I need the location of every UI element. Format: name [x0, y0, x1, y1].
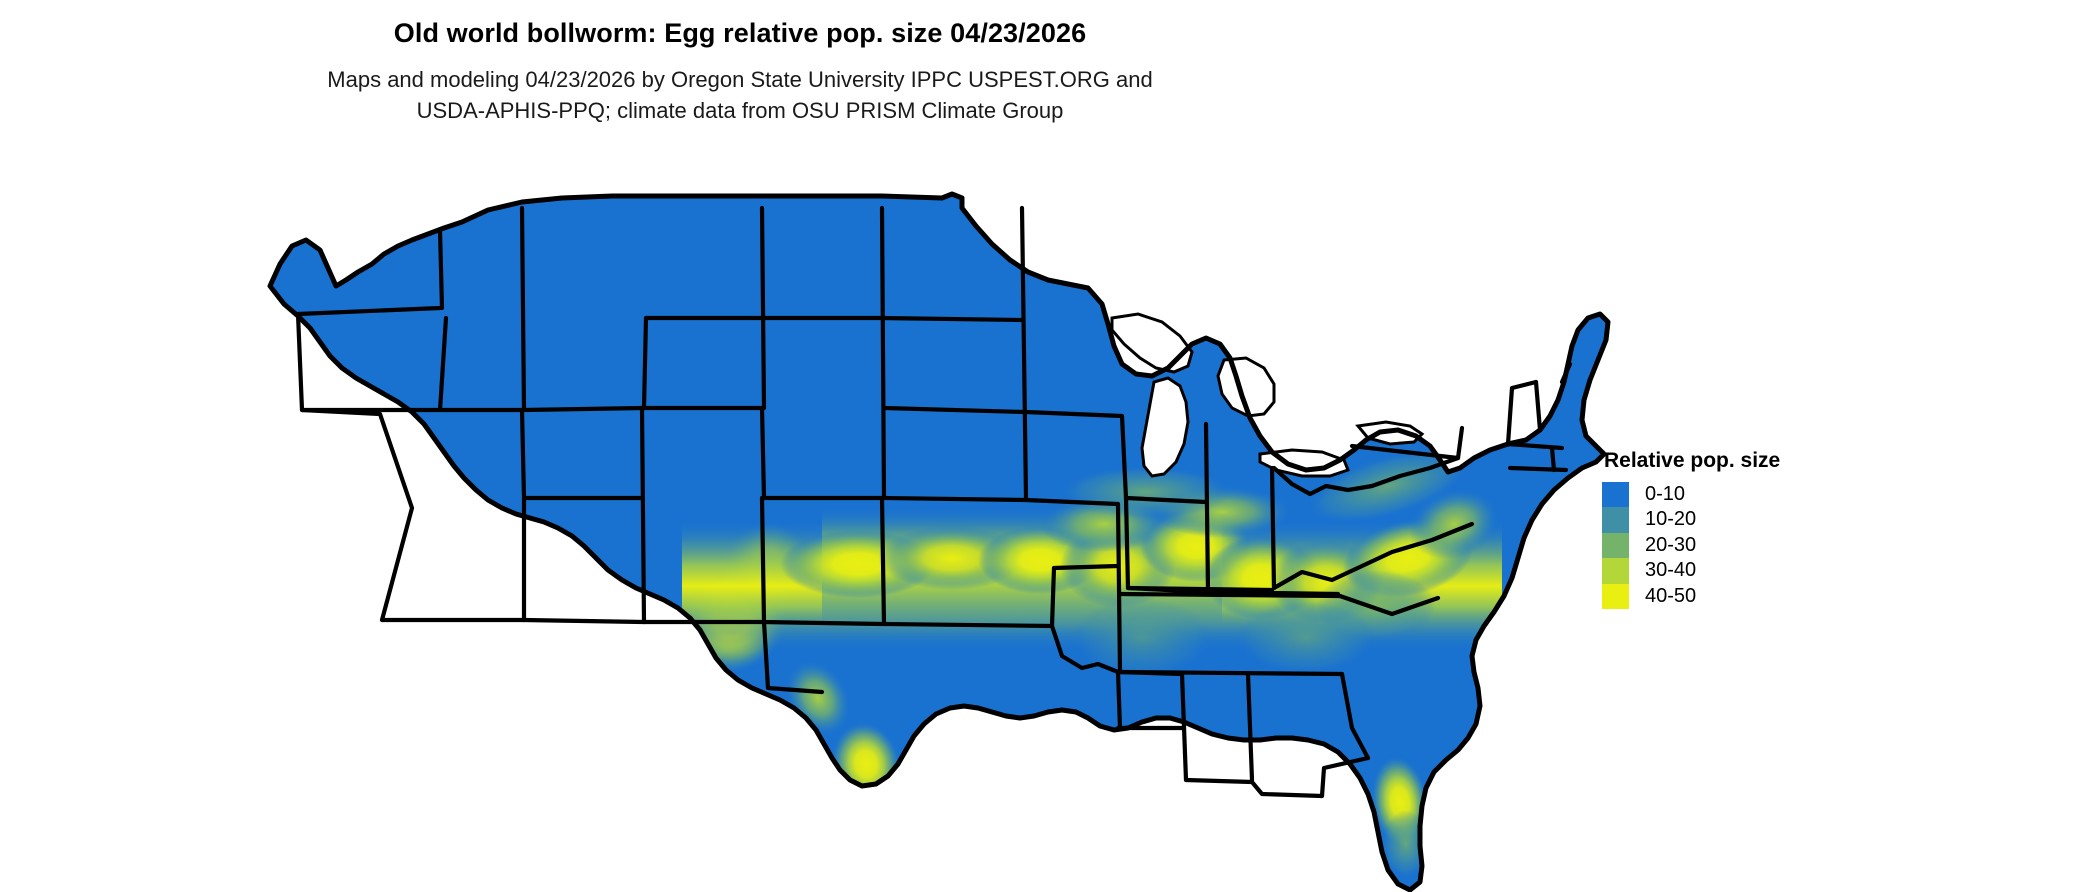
- border-in-oh: [1203, 421, 1211, 595]
- border-ut-wy: [521, 405, 647, 413]
- border-wa-id: [437, 227, 445, 311]
- border-ga-sc: [1339, 671, 1371, 761]
- border-ar-la: [1115, 669, 1123, 731]
- border-nd-sd: [879, 315, 1025, 323]
- border-ca-nv: [299, 407, 415, 623]
- border-fl-north: [1183, 777, 1325, 799]
- border-ks-ok: [881, 621, 1055, 629]
- legend-item-20-30[interactable]: 20-30: [1602, 532, 1932, 559]
- legend-items: 0-10 10-20 20-30 30-40 40-50: [1602, 482, 1932, 609]
- legend-label: 20-30: [1645, 533, 1697, 556]
- page-subtitle: Maps and modeling 04/23/2026 by Oregon S…: [0, 64, 1480, 126]
- border-id-wy: [641, 315, 649, 411]
- title-block: Old world bollworm: Egg relative pop. si…: [0, 0, 1480, 126]
- lake-superior-icon: [1110, 312, 1194, 374]
- hotzone-arizona: [420, 593, 604, 683]
- border-oh-wv: [1269, 465, 1277, 591]
- border-al-ga: [1245, 671, 1255, 783]
- border-wa-or: [295, 305, 443, 317]
- hotzone-california-central-valley: [307, 404, 401, 592]
- border-ar-mo-ms: [1115, 501, 1123, 675]
- border-or-coast: [295, 311, 305, 413]
- border-pa-md-va: [1271, 455, 1461, 497]
- lake-huron-icon: [1216, 356, 1276, 418]
- hotzone-gulf-transition: [1072, 598, 1212, 678]
- legend-swatch-icon: [1602, 558, 1629, 584]
- border-ky-tn: [1205, 589, 1341, 597]
- legend-label: 0-10: [1645, 483, 1686, 505]
- hotzone-mojave: [380, 547, 572, 621]
- border-ut-co-nm-az: [639, 405, 647, 625]
- border-tn-south: [1117, 669, 1345, 677]
- border-va-nc: [1271, 521, 1475, 591]
- border-ny-vt: [1505, 379, 1539, 447]
- border-nd-sd-ne: [879, 205, 887, 501]
- legend-item-10-20[interactable]: 10-20: [1602, 507, 1932, 533]
- legend-swatch-icon: [1602, 583, 1629, 609]
- legend-label: 10-20: [1645, 508, 1697, 531]
- border-az-nm: [521, 617, 647, 625]
- border-ny-pa: [1455, 425, 1465, 461]
- border-mt-wy-nd-sd: [759, 205, 767, 411]
- border-ga-fl-east: [1319, 755, 1371, 799]
- border-il-in-ky: [1125, 585, 1275, 593]
- border-sd-ne: [881, 405, 1027, 415]
- hotzone-southern-arizona: [506, 623, 678, 705]
- legend-label: 40-50: [1645, 584, 1697, 607]
- national-outline: [267, 191, 1611, 892]
- border-ia-mo: [1023, 497, 1121, 507]
- hotzone-california-south: [324, 503, 440, 637]
- border-ma-ri: [1549, 445, 1557, 473]
- page-title: Old world bollworm: Egg relative pop. si…: [393, 18, 1087, 48]
- border-ok-tx-red-river: [1049, 623, 1121, 675]
- border-nm-tx-ok: [759, 619, 885, 627]
- border-pa-ny: [1349, 443, 1461, 461]
- legend-label: 30-40: [1645, 559, 1697, 582]
- subtitle-line-2: USDA-APHIS-PPQ; climate data from OSU PR…: [416, 98, 1064, 123]
- border-nh-me: [1559, 361, 1573, 385]
- border-id-mt: [519, 205, 527, 413]
- legend-item-0-10[interactable]: 0-10: [1602, 482, 1932, 508]
- legend-item-40-50[interactable]: 40-50: [1602, 583, 1932, 609]
- lake-michigan-icon: [1140, 376, 1190, 478]
- border-ct-ri-ma: [1507, 465, 1569, 473]
- map-borders: [267, 191, 1611, 892]
- great-lakes-water: [1110, 312, 1425, 478]
- legend-swatch-icon: [1602, 532, 1629, 559]
- border-ne-ks: [881, 495, 1029, 503]
- border-ia-mn: [1023, 409, 1125, 419]
- border-tn-north: [1117, 591, 1343, 599]
- map-container: [262, 168, 1612, 892]
- legend-swatch-icon: [1602, 482, 1629, 508]
- hotzone-deep-south-transition: [1236, 602, 1376, 674]
- border-nc-sc: [1337, 593, 1441, 617]
- border-nm-tx-west: [761, 619, 825, 695]
- border-ok-mo-ar: [1049, 563, 1121, 629]
- map-legend: Relative pop. size 0-10 10-20 20-30 30-4…: [1602, 448, 1932, 609]
- legend-item-30-40[interactable]: 30-40: [1602, 558, 1932, 584]
- us-choropleth-map: [267, 191, 1611, 892]
- border-mn-ia-mo: [1019, 205, 1029, 501]
- legend-swatch-icon: [1602, 507, 1629, 533]
- legend-title: Relative pop. size: [1604, 449, 1781, 472]
- border-co-ks: [879, 495, 887, 627]
- subtitle-line-1: Maps and modeling 04/23/2026 by Oregon S…: [327, 67, 1153, 92]
- border-ms-al: [1179, 671, 1189, 783]
- border-vt-nh: [1533, 379, 1543, 433]
